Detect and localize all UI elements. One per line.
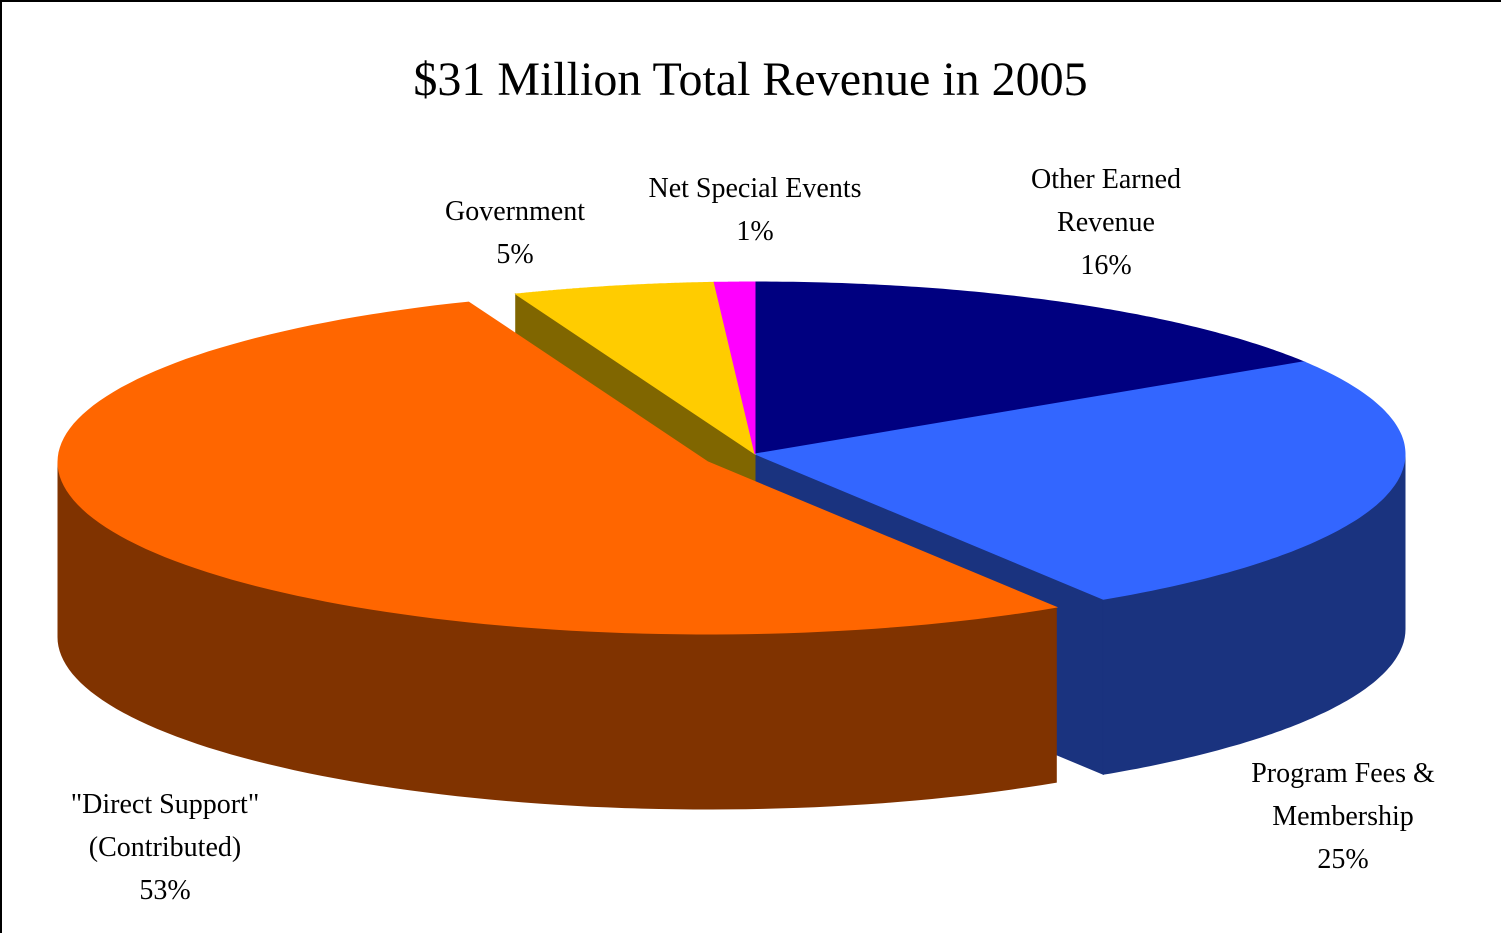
slice-label-2: "Direct Support" (Contributed) 53%	[15, 783, 315, 912]
slice-label-text: Revenue	[1057, 207, 1155, 238]
slice-label-4: Net Special Events 1%	[605, 167, 905, 253]
slice-value-label: 1%	[736, 216, 774, 247]
slice-value-label: 25%	[1317, 844, 1369, 875]
slice-label-text: (Contributed)	[88, 832, 242, 863]
slice-label-3: Government 5%	[365, 190, 665, 276]
slice-top-3	[514, 281, 756, 456]
slice-top-0	[754, 281, 1306, 455]
slice-label-1: Program Fees & Membership 25%	[1193, 752, 1493, 881]
slice-label-text: Government	[445, 196, 585, 227]
slice-top-2	[57, 301, 1059, 635]
slice-top-4	[713, 281, 756, 455]
pie-top-layer	[57, 281, 1406, 635]
slice-value-label: 16%	[1080, 250, 1132, 281]
slice-label-text: Program Fees &	[1251, 758, 1435, 789]
slice-label-text: Net Special Events	[648, 173, 862, 204]
slice-top-1	[753, 361, 1406, 600]
slice-label-text: Membership	[1272, 801, 1414, 832]
slice-label-0: Other Earned Revenue 16%	[956, 158, 1256, 287]
slice-label-text: "Direct Support"	[70, 789, 260, 820]
slice-value-label: 53%	[139, 875, 191, 906]
chart-title: $31 Million Total Revenue in 2005	[413, 53, 1088, 106]
slice-value-label: 5%	[496, 239, 534, 270]
slice-label-text: Other Earned	[1030, 164, 1182, 195]
